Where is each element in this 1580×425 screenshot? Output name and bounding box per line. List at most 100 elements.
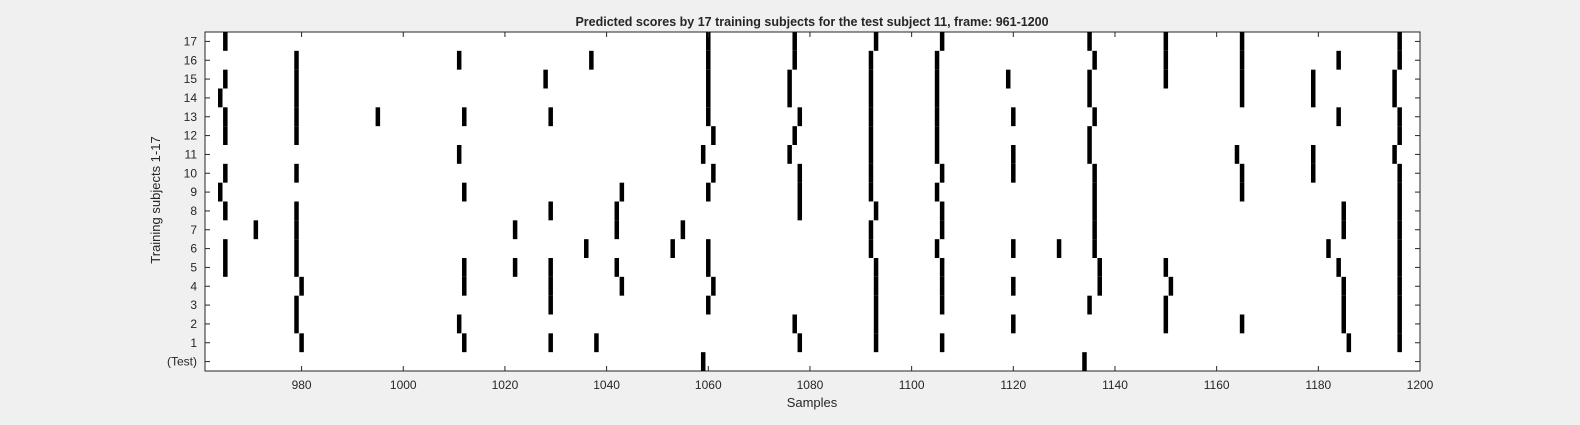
event-mark <box>680 220 686 240</box>
event-mark <box>1336 107 1341 127</box>
event-mark <box>1392 145 1397 164</box>
event-mark <box>1163 32 1169 51</box>
event-mark <box>706 295 711 315</box>
event-mark <box>1087 69 1092 89</box>
event-mark <box>548 276 553 296</box>
event-mark <box>711 163 716 183</box>
event-mark <box>1056 239 1062 258</box>
event-mark <box>1397 220 1402 240</box>
event-mark <box>1397 126 1402 145</box>
event-mark <box>934 239 940 258</box>
event-mark <box>543 69 548 89</box>
event-mark <box>1239 182 1245 202</box>
event-mark <box>294 163 299 183</box>
event-mark <box>706 107 711 127</box>
event-mark <box>1397 258 1402 277</box>
event-mark <box>868 69 874 89</box>
event-mark <box>1346 333 1352 353</box>
event-mark <box>223 107 228 127</box>
y-tick-label: 15 <box>184 72 198 86</box>
event-mark <box>294 295 299 315</box>
y-tick-label: 16 <box>184 53 198 67</box>
event-mark <box>1011 163 1016 183</box>
event-mark <box>299 276 304 296</box>
event-mark <box>1163 69 1169 89</box>
y-tick-label: 1 <box>190 336 197 350</box>
event-mark <box>787 145 792 164</box>
event-mark <box>1397 32 1402 51</box>
event-mark <box>939 163 945 183</box>
y-tick-label: 5 <box>190 260 197 274</box>
event-mark <box>584 239 589 258</box>
event-mark <box>614 258 620 277</box>
y-tick-label: 2 <box>190 317 197 331</box>
y-tick-label: 7 <box>190 223 197 237</box>
event-mark <box>1011 314 1016 334</box>
event-mark <box>294 239 299 258</box>
event-mark <box>1163 258 1169 277</box>
event-mark <box>1341 201 1346 221</box>
event-mark <box>939 32 945 51</box>
event-mark <box>462 258 467 277</box>
x-tick-label: 1020 <box>492 378 519 392</box>
event-mark <box>223 32 228 51</box>
event-mark <box>594 333 599 353</box>
event-mark <box>1163 314 1169 334</box>
x-tick-label: 1040 <box>593 378 620 392</box>
event-mark <box>797 201 803 221</box>
event-mark <box>1239 88 1245 108</box>
x-axis: 980 1000 1020 1040 1060 1080 1100 1120 1140 1160 1… <box>292 32 1434 392</box>
event-mark <box>939 276 945 296</box>
event-mark <box>294 314 299 334</box>
event-mark <box>1397 201 1402 221</box>
event-mark <box>1397 239 1402 258</box>
y-tick-label: (Test) <box>167 355 197 369</box>
event-mark <box>294 201 299 221</box>
event-mark <box>868 107 874 127</box>
event-mark <box>1097 276 1102 296</box>
event-mark <box>1087 88 1092 108</box>
event-mark <box>1234 145 1240 164</box>
event-mark <box>456 145 462 164</box>
event-mark <box>589 50 594 70</box>
event-mark <box>792 50 797 70</box>
event-mark <box>1239 32 1245 51</box>
event-mark <box>706 88 711 108</box>
event-mark <box>1336 50 1341 70</box>
event-mark <box>1397 107 1402 127</box>
event-mark <box>223 126 228 145</box>
event-mark <box>873 295 879 315</box>
event-mark <box>797 182 803 202</box>
event-mark <box>939 201 945 221</box>
event-mark <box>294 126 299 145</box>
event-mark <box>700 145 706 164</box>
x-tick-label: 1100 <box>899 378 925 392</box>
event-mark <box>1336 258 1341 277</box>
event-mark <box>375 107 381 127</box>
x-tick-label: 1160 <box>1204 378 1230 392</box>
event-mark <box>1341 295 1346 315</box>
y-axis-label: Training subjects 1-17 <box>148 136 163 263</box>
event-mark <box>548 333 553 353</box>
event-mark <box>868 126 874 145</box>
event-mark <box>873 276 879 296</box>
event-mark <box>797 107 803 127</box>
event-mark <box>939 220 945 240</box>
event-mark <box>548 201 553 221</box>
x-tick-label: 980 <box>292 378 312 392</box>
event-mark <box>1097 258 1102 277</box>
event-mark <box>934 182 940 202</box>
event-mark <box>462 182 467 202</box>
event-mark <box>1082 352 1087 371</box>
event-mark <box>1341 276 1346 296</box>
event-mark <box>548 107 553 127</box>
event-mark <box>700 352 706 371</box>
event-mark <box>934 126 940 145</box>
event-mark <box>787 88 792 108</box>
event-mark <box>1087 32 1092 51</box>
event-mark <box>711 126 716 145</box>
event-mark <box>939 295 945 315</box>
event-mark <box>706 50 711 70</box>
event-mark <box>1005 69 1011 89</box>
